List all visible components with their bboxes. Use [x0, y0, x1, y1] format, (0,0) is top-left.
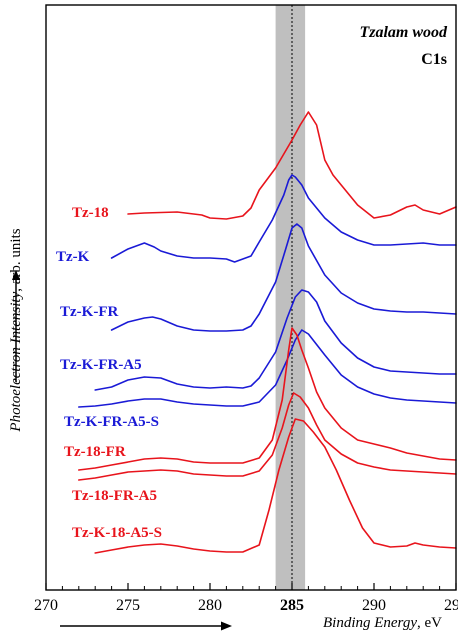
x-axis-arrowhead: [221, 621, 232, 631]
series-curve-0: [127, 111, 457, 220]
x-tick-label-280: 280: [198, 597, 222, 614]
plot-frame: [45, 4, 457, 591]
x-tick-label-285: 285: [280, 597, 304, 614]
series-label-tz-k-fr: Tz-K-FR: [60, 304, 118, 320]
series-label-tz-18: Tz-18: [72, 205, 109, 221]
series-curve-5: [78, 327, 457, 471]
series-curve-3: [94, 289, 457, 391]
x-tick-label-270: 270: [34, 597, 58, 614]
y-axis-arrowhead: [12, 270, 20, 280]
x-axis-title-unit: , eV: [417, 615, 442, 631]
series-label-tz-k-18-a5-s: Tz-K-18-A5-S: [72, 525, 162, 541]
series-curve-2: [110, 223, 457, 332]
series-curve-7: [94, 418, 457, 554]
series-label-tz-k: Tz-K: [56, 249, 90, 265]
highlight-band: [275, 5, 306, 590]
y-axis-title-unit: , arb. units: [8, 228, 24, 291]
chart-title: Tzalam wood: [359, 24, 448, 41]
series-label-tz-k-fr-a5: Tz-K-FR-A5: [60, 357, 142, 373]
chart-subtitle: C1s: [421, 51, 447, 68]
svg-text:Photoelectron Intensity, arb.: Photoelectron Intensity, arb. units: [8, 228, 24, 432]
x-axis-title-main: Binding Energy: [323, 615, 417, 631]
series-label-tz-18-fr: Tz-18-FR: [64, 444, 126, 460]
x-tick-label-290: 290: [362, 597, 386, 614]
x-tick-label-295: 295: [444, 597, 458, 614]
series-curve-6: [78, 392, 457, 481]
series-curve-4: [78, 329, 457, 408]
x-tick-label-275: 275: [116, 597, 140, 614]
y-axis-title: Photoelectron Intensity, arb. units: [8, 228, 24, 432]
series-label-tz-k-fr-a5-s: Tz-K-FR-A5-S: [64, 414, 159, 430]
series-label-tz-18-fr-a5: Tz-18-FR-A5: [72, 488, 157, 504]
x-axis-title: Binding Energy, eV: [323, 615, 442, 631]
series-curve-1: [110, 174, 457, 263]
